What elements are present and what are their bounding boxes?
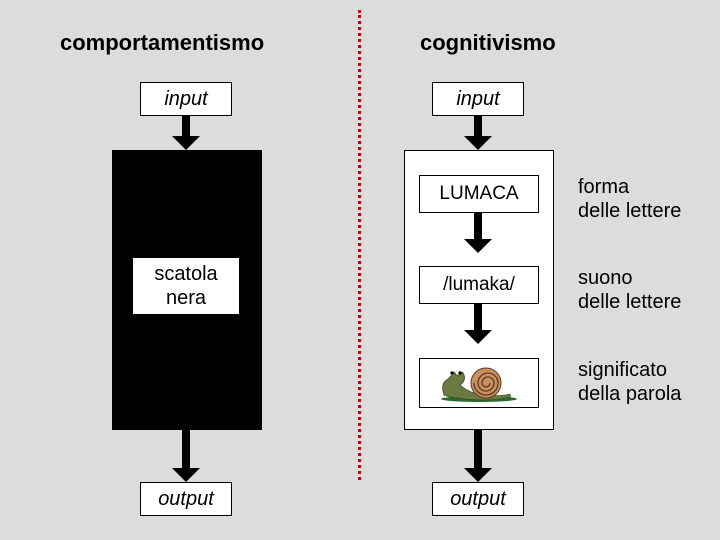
- left-arrow-1-head: [172, 136, 200, 150]
- vertical-divider: [358, 10, 361, 480]
- left-arrow-2-head: [172, 468, 200, 482]
- annotation-suono: suono delle lettere: [578, 266, 681, 314]
- right-input-label: input: [456, 87, 499, 111]
- right-arrow-d-head: [464, 468, 492, 482]
- snail-icon: [436, 363, 522, 403]
- right-arrow-a-head: [464, 136, 492, 150]
- right-output-label: output: [450, 487, 506, 511]
- right-arrow-b-head: [464, 239, 492, 253]
- annotation-forma: forma delle lettere: [578, 175, 681, 223]
- lumaca-box: LUMACA: [419, 175, 539, 213]
- right-arrow-c-head: [464, 330, 492, 344]
- left-output-label: output: [158, 487, 214, 511]
- left-arrow-2-stem: [182, 430, 190, 468]
- scatola-nera-box: scatola nera: [132, 257, 240, 315]
- snail-box: [419, 358, 539, 408]
- right-arrow-b-stem: [474, 213, 482, 239]
- lumaca-label: LUMACA: [439, 183, 518, 206]
- left-input-box: input: [140, 82, 232, 116]
- right-input-box: input: [432, 82, 524, 116]
- scatola-nera-label: scatola nera: [154, 262, 217, 310]
- right-arrow-a-stem: [474, 116, 482, 136]
- left-title: comportamentismo: [60, 30, 264, 56]
- left-input-label: input: [164, 87, 207, 111]
- right-arrow-d-stem: [474, 430, 482, 468]
- right-output-box: output: [432, 482, 524, 516]
- lumaka-box: /lumaka/: [419, 266, 539, 304]
- left-arrow-1-stem: [182, 116, 190, 136]
- left-output-box: output: [140, 482, 232, 516]
- annotation-significato: significato della parola: [578, 358, 681, 406]
- right-arrow-c-stem: [474, 304, 482, 330]
- right-title: cognitivismo: [420, 30, 556, 56]
- lumaka-label: /lumaka/: [443, 274, 515, 297]
